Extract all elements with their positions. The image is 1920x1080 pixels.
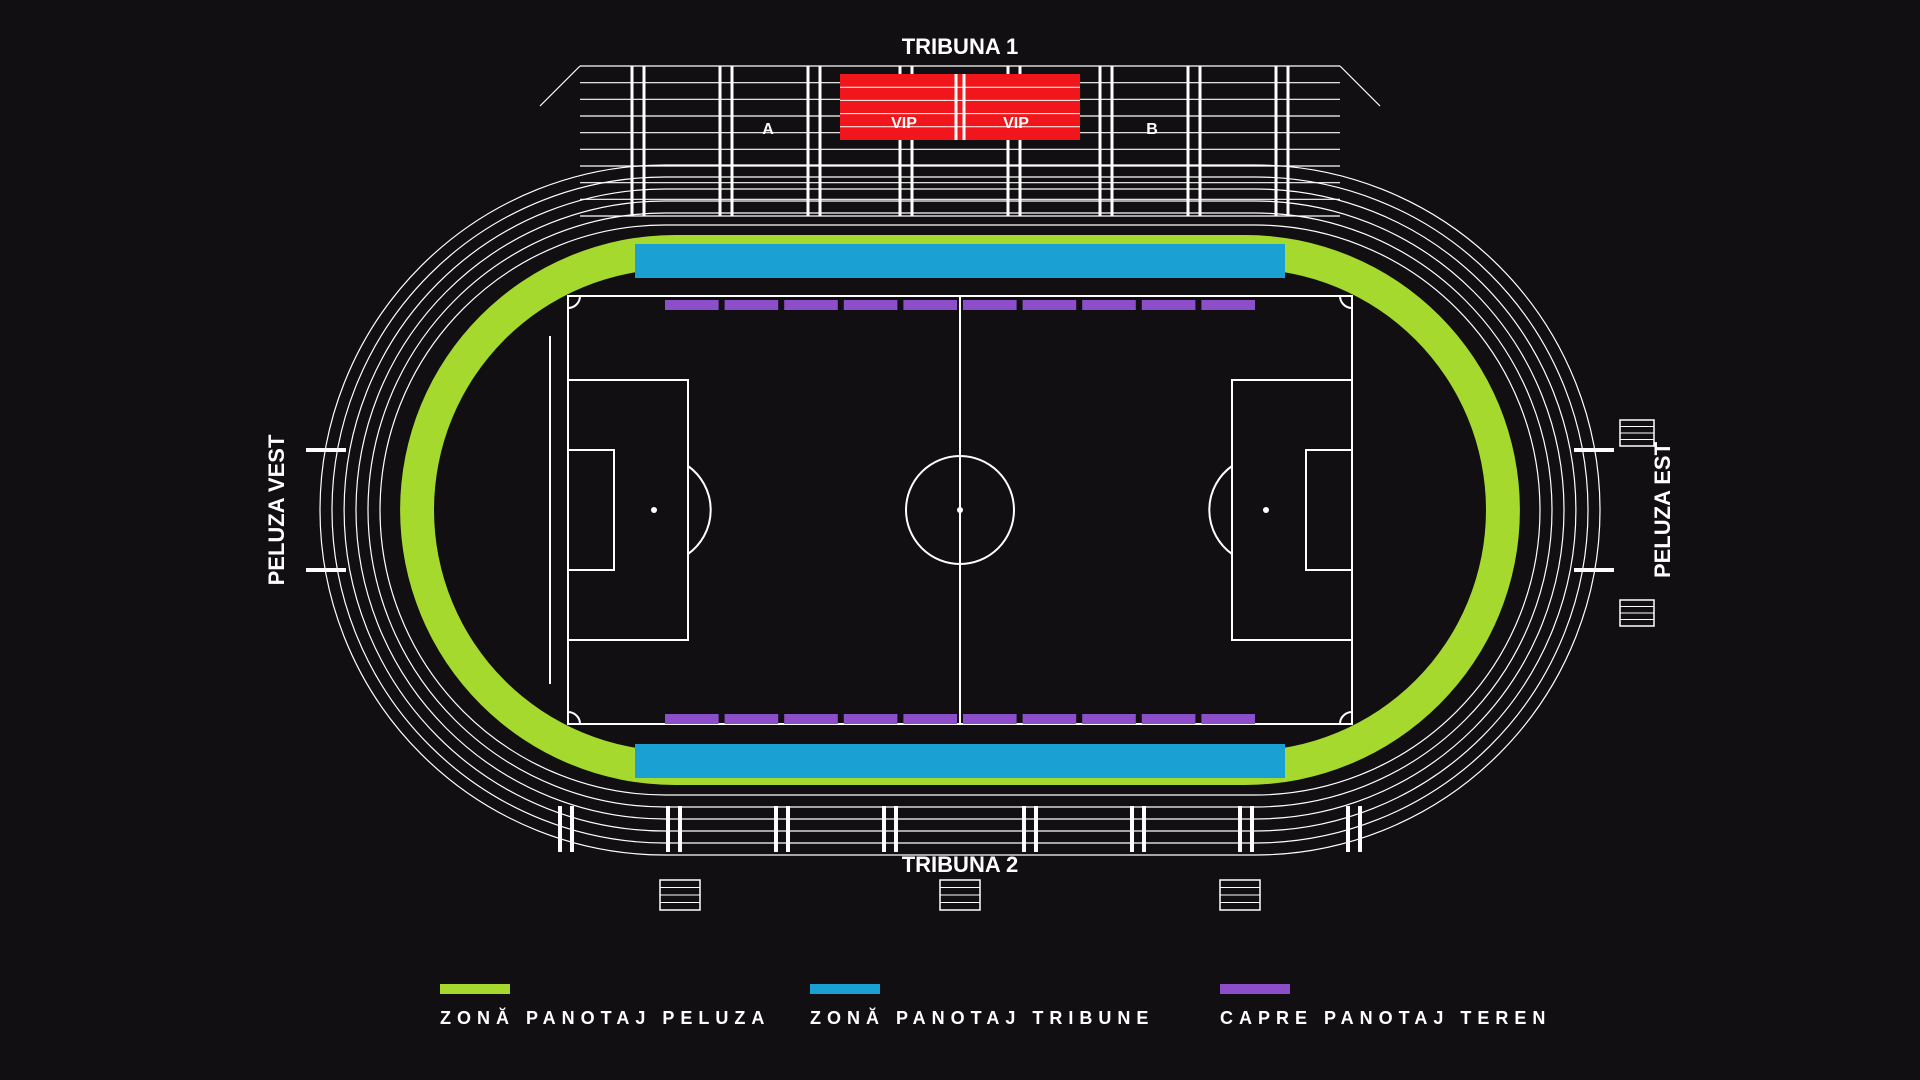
label-peluza-vest: PELUZA VEST [264, 434, 289, 585]
label-tribuna2: TRIBUNA 2 [902, 852, 1019, 877]
stair-icon [1220, 880, 1260, 910]
gates-bottom [560, 806, 1360, 852]
stair-icon [1620, 420, 1654, 446]
stair-icon [1620, 600, 1654, 626]
vip-block [840, 74, 1080, 140]
gate-west [306, 450, 346, 570]
gate-east [1574, 450, 1614, 570]
legend-label-tribune: ZONĂ PANOTAJ TRIBUNE [810, 1007, 1154, 1028]
zone-tribune-bottom [635, 744, 1285, 778]
legend-swatch-teren [1220, 984, 1290, 994]
zone-tribune-top [635, 244, 1285, 278]
legend-swatch-tribune [810, 984, 880, 994]
legend: ZONĂ PANOTAJ PELUZA ZONĂ PANOTAJ TRIBUNE C… [440, 984, 1551, 1028]
label-vip-right: VIP [1003, 115, 1029, 132]
legend-swatch-peluza [440, 984, 510, 994]
stadium-diagram: TRIBUNA 1 TRIBUNA 2 A B VIP VIP PELUZA VEST PEL… [0, 0, 1920, 1080]
label-tribuna1: TRIBUNA 1 [902, 34, 1019, 59]
label-section-b: B [1146, 121, 1158, 138]
label-section-a: A [762, 121, 774, 138]
stair-icon [940, 880, 980, 910]
stair-icon [660, 880, 700, 910]
label-vip-left: VIP [891, 115, 917, 132]
label-peluza-est: PELUZA EST [1650, 441, 1675, 578]
legend-label-peluza: ZONĂ PANOTAJ PELUZA [440, 1007, 770, 1028]
legend-label-teren: CAPRE PANOTAJ TEREN [1220, 1008, 1551, 1028]
pitch [550, 296, 1352, 724]
